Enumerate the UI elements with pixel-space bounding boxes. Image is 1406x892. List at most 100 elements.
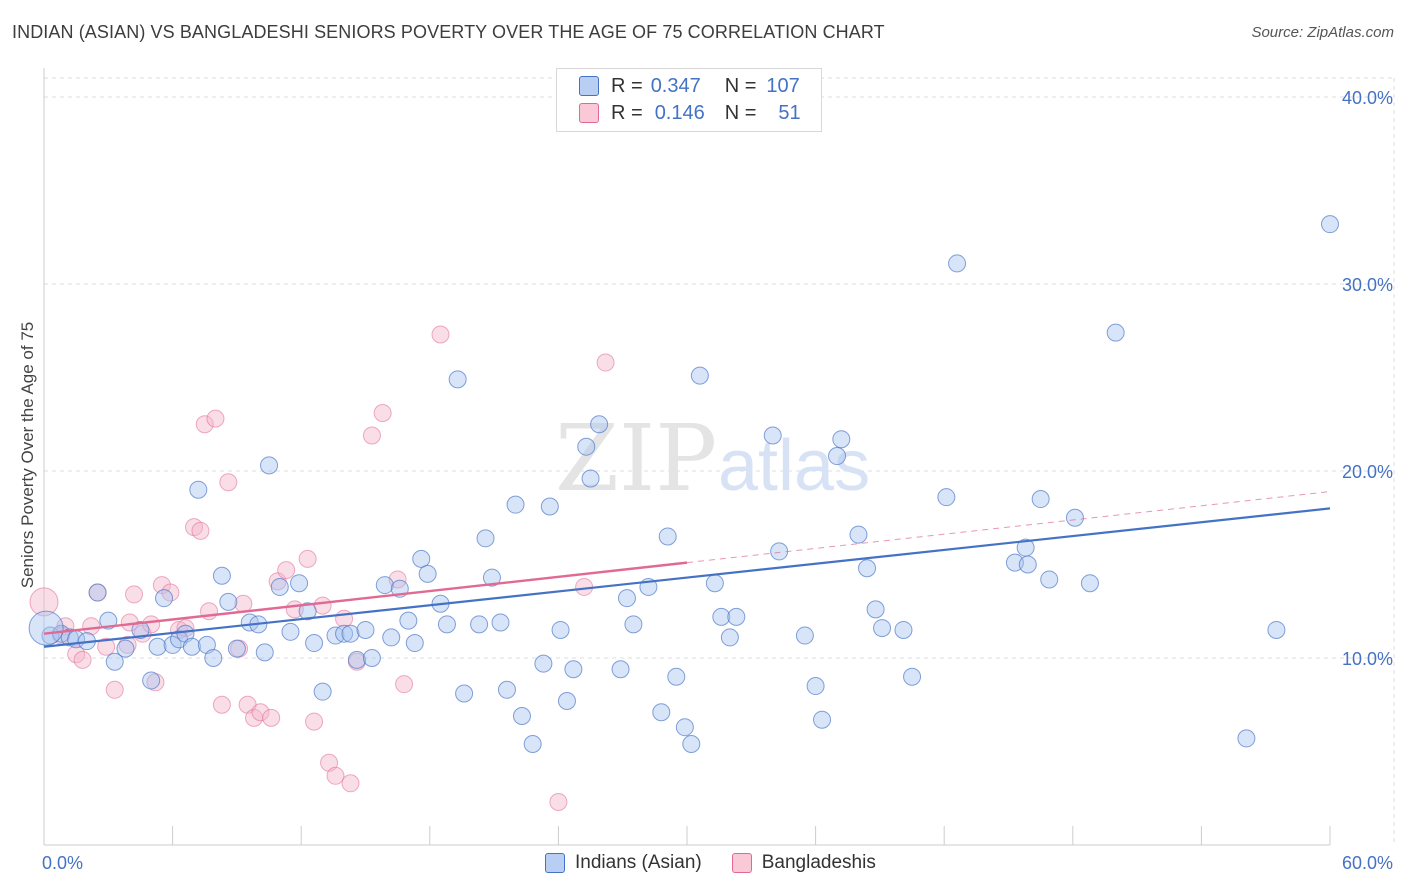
legend-n-label: N = [724, 74, 757, 97]
data-point-bangladeshis [234, 594, 253, 613]
data-point-indians [682, 735, 701, 754]
x-tick-label: 0.0% [42, 853, 83, 873]
data-point-indians [806, 677, 825, 696]
data-point-indians [362, 649, 381, 667]
watermark-atlas: atlas [718, 426, 870, 506]
x-tick-label: 60.0% [1342, 853, 1393, 873]
data-point-bangladeshis [305, 712, 324, 731]
watermark-zip: ZIP [555, 405, 717, 512]
trend-line-bangladeshis-extrapolated [686, 491, 1331, 564]
data-point-indians [212, 566, 231, 585]
data-point-indians [534, 654, 553, 673]
data-point-bangladeshis [320, 753, 339, 772]
data-point-indians [675, 718, 694, 737]
data-point-indians [1267, 620, 1286, 639]
data-point-bangladeshis [73, 650, 92, 669]
data-point-indians [60, 628, 79, 647]
data-point-bangladeshis [29, 587, 59, 617]
data-point-bangladeshis [431, 325, 450, 344]
data-point-indians [828, 447, 847, 466]
trend-line-indians [43, 507, 1331, 648]
data-point-indians [506, 495, 525, 514]
data-point-indians [260, 456, 279, 475]
data-point-indians [712, 607, 731, 626]
data-point-indians [116, 639, 135, 658]
data-point-indians [858, 559, 877, 578]
data-point-indians [356, 620, 375, 639]
data-point-indians [290, 574, 309, 593]
data-point-bangladeshis [212, 695, 231, 714]
legend-r-label: R = [611, 101, 643, 124]
data-point-indians [1237, 729, 1256, 748]
watermark: ZIP atlas [555, 405, 870, 512]
data-point-bangladeshis [395, 675, 414, 694]
data-point-indians [873, 619, 892, 638]
data-point-indians [476, 529, 495, 548]
data-point-indians [182, 637, 201, 656]
data-point-indians [581, 469, 600, 488]
chart-source: Source: ZipAtlas.com [1251, 24, 1394, 41]
stats-legend: R = 0.347 N = 107 R = 0.146 N = 51 [556, 68, 822, 132]
data-point-indians [405, 634, 424, 653]
data-point-indians [813, 710, 832, 729]
data-point-indians [763, 426, 782, 445]
data-point-indians [770, 542, 789, 561]
data-point-bangladeshis [82, 617, 101, 636]
data-point-indians [611, 660, 630, 679]
data-point-indians [894, 620, 913, 639]
data-point-bangladeshis [596, 353, 615, 372]
data-point-indians [1106, 323, 1125, 342]
data-point-indians [1018, 555, 1037, 574]
data-point-indians [227, 639, 246, 658]
data-point-bangladeshis [125, 585, 144, 604]
data-point-indians [399, 611, 418, 630]
data-point-indians [624, 615, 643, 634]
legend-r-value: 0.146 [654, 101, 705, 124]
data-point-indians [1321, 215, 1339, 234]
data-point-indians [557, 692, 576, 711]
data-point-indians [690, 366, 709, 385]
data-point-bangladeshis [219, 473, 238, 492]
data-point-indians [298, 602, 317, 621]
data-point-indians [523, 735, 542, 754]
data-point-bangladeshis [549, 792, 568, 811]
data-point-indians [948, 254, 967, 273]
data-point-indians [204, 649, 223, 667]
data-point-indians [937, 488, 956, 507]
legend-item-bangladeshis[interactable]: Bangladeshis [731, 852, 876, 874]
data-point-indians [28, 610, 64, 646]
data-point-indians [176, 624, 195, 643]
data-point-bangladeshis [97, 637, 116, 656]
data-point-indians [347, 650, 366, 669]
data-point-indians [652, 703, 671, 722]
data-point-indians [564, 660, 583, 679]
data-point-indians [197, 635, 216, 654]
data-point-indians [305, 634, 324, 653]
data-point-bangladeshis [105, 680, 124, 699]
data-point-bangladeshis [277, 561, 296, 580]
data-point-indians [335, 624, 354, 643]
data-point-bangladeshis [373, 404, 392, 423]
data-point-indians [705, 574, 724, 593]
tick-labels: 10.0% 20.0% 30.0% 40.0% 0.0% 60.0% [42, 88, 1393, 873]
chart-title: INDIAN (ASIAN) VS BANGLADESHI SENIORS PO… [12, 22, 885, 42]
data-point-indians [512, 706, 531, 725]
legend-n-value: 107 [766, 74, 800, 97]
data-point-indians [189, 480, 208, 499]
data-point-indians [437, 615, 456, 634]
data-point-indians [540, 497, 559, 516]
data-point-indians [155, 589, 174, 608]
data-point-indians [148, 637, 167, 656]
legend-item-indians[interactable]: Indians (Asian) [545, 852, 702, 874]
data-point-bangladeshis [206, 409, 225, 428]
data-point-bangladeshis [313, 596, 332, 615]
trend-lines [43, 491, 1331, 648]
data-point-indians [1031, 490, 1050, 509]
data-point-indians [497, 680, 516, 699]
data-point-indians [491, 613, 510, 632]
data-point-bangladeshis [298, 549, 317, 568]
series-legend: Indians (Asian) Bangladeshis [545, 852, 906, 874]
data-point-indians [375, 576, 394, 595]
data-point-bangladeshis [251, 703, 270, 722]
